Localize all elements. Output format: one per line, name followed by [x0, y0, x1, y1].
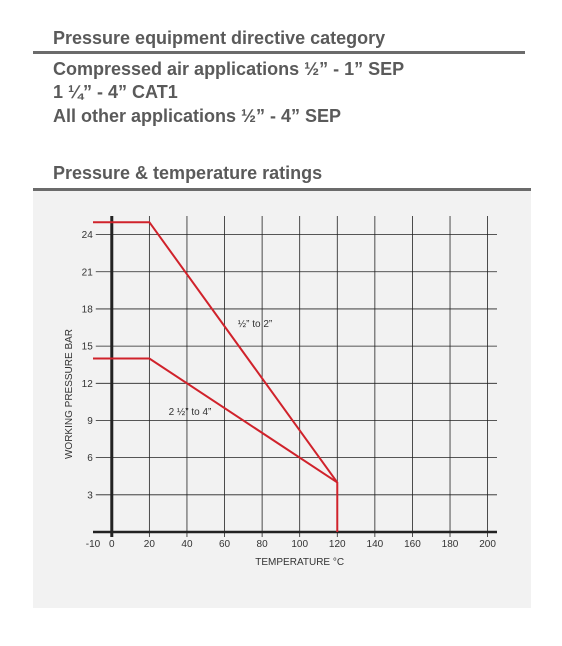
- text-line: 1 ¼” - 4” CAT1: [53, 82, 178, 102]
- y-tick-label: 15: [82, 342, 94, 353]
- series-label: 2 ½” to 4”: [169, 407, 212, 418]
- rule: [33, 188, 531, 191]
- x-tick-label: 160: [404, 539, 421, 550]
- x-tick-label: 180: [442, 539, 459, 550]
- y-tick-label: 9: [87, 416, 93, 427]
- chart: 3 6 9 12 15 18 21 24 -10 0 20 40 60 80 100 120 140 160 180…: [64, 216, 497, 568]
- chart-panel: [33, 191, 531, 608]
- y-axis-label: WORKING PRESSURE BAR: [64, 329, 75, 459]
- x-tick-label: 100: [291, 539, 308, 550]
- text-line: Compressed air applications ½” - 1” SEP: [53, 59, 404, 79]
- x-tick-label: 80: [257, 539, 269, 550]
- text-line: All other applications ½” - 4” SEP: [53, 106, 341, 126]
- x-tick-label: 200: [479, 539, 496, 550]
- y-tick-label: 12: [82, 379, 94, 390]
- x-tick-label: 120: [329, 539, 346, 550]
- y-tick-label: 18: [82, 304, 94, 315]
- section-title: Pressure & temperature ratings: [53, 163, 322, 183]
- x-tick-label: 40: [181, 539, 193, 550]
- x-tick-label: -10: [86, 539, 101, 550]
- y-tick-label: 3: [87, 490, 93, 501]
- section-title: Pressure equipment directive category: [53, 28, 385, 48]
- series-label: ½” to 2”: [238, 319, 272, 330]
- y-tick-label: 21: [82, 267, 94, 278]
- x-tick-label: 20: [144, 539, 156, 550]
- x-tick-label: 60: [219, 539, 231, 550]
- x-axis-label: TEMPERATURE °C: [255, 557, 344, 568]
- line: [93, 357, 338, 484]
- y-tick-label: 24: [82, 230, 94, 241]
- x-tick-label: 0: [109, 539, 115, 550]
- x-tick-label: 140: [367, 539, 384, 550]
- rule: [33, 51, 525, 54]
- y-tick-label: 6: [87, 453, 93, 464]
- line: [93, 221, 339, 532]
